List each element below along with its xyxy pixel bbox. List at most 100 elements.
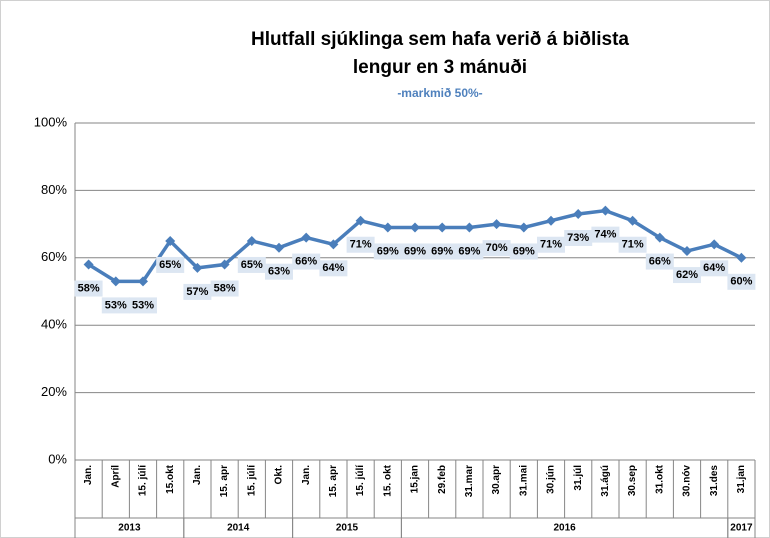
year-label: 2017 bbox=[730, 523, 753, 534]
x-tick-label: Jan. bbox=[301, 465, 312, 485]
value-label-bg bbox=[537, 236, 565, 253]
year-label: 2014 bbox=[227, 523, 250, 534]
value-label: 53% bbox=[132, 299, 154, 311]
data-point bbox=[219, 259, 230, 270]
data-point bbox=[573, 208, 584, 219]
value-label-bg bbox=[210, 280, 239, 297]
value-label-bg bbox=[673, 267, 701, 284]
data-point bbox=[491, 219, 502, 230]
value-label: 74% bbox=[594, 229, 616, 241]
data-point bbox=[682, 246, 692, 257]
x-tick-label: 30.sep bbox=[627, 465, 638, 496]
data-point bbox=[410, 222, 420, 233]
x-tick-label: 30.apr bbox=[491, 465, 502, 495]
y-tick-label: 80% bbox=[41, 182, 67, 197]
data-point bbox=[192, 262, 203, 273]
y-tick-label: 100% bbox=[34, 114, 68, 129]
value-label: 60% bbox=[730, 276, 752, 288]
data-point bbox=[165, 235, 176, 246]
data-point bbox=[328, 239, 339, 250]
data-point bbox=[437, 222, 448, 233]
data-point bbox=[301, 232, 312, 243]
y-tick-label: 40% bbox=[41, 317, 67, 332]
value-label: 71% bbox=[540, 239, 562, 251]
value-label-bg bbox=[373, 243, 402, 260]
x-tick-label: 15. júlí bbox=[138, 464, 149, 496]
chart-title: Hlutfall sjúklinga sem hafa verið á biðl… bbox=[251, 29, 629, 50]
value-label-bg bbox=[618, 236, 647, 253]
value-label: 70% bbox=[486, 242, 508, 254]
value-label-bg bbox=[292, 253, 321, 270]
x-tick-label: Okt. bbox=[274, 465, 285, 485]
value-label: 71% bbox=[350, 239, 372, 251]
value-label-bg bbox=[346, 236, 375, 253]
data-point bbox=[464, 222, 475, 233]
value-label: 57% bbox=[186, 286, 208, 298]
value-label: 62% bbox=[676, 269, 698, 281]
value-label: 71% bbox=[622, 239, 644, 251]
value-label: 65% bbox=[159, 259, 181, 271]
year-label: 2013 bbox=[118, 523, 141, 534]
value-label-bg bbox=[319, 260, 348, 277]
value-label: 73% bbox=[567, 232, 589, 244]
value-label: 66% bbox=[649, 255, 671, 267]
x-tick-label: Jan. bbox=[83, 465, 94, 485]
value-label: 58% bbox=[214, 282, 236, 294]
data-point bbox=[274, 242, 284, 253]
x-tick-label: 15. júlí bbox=[355, 464, 366, 496]
x-tick-label: 31.mar bbox=[464, 465, 475, 497]
data-point bbox=[382, 222, 393, 233]
x-tick-label: 31.ágú bbox=[600, 465, 611, 497]
x-tick-label: 29.feb bbox=[437, 465, 448, 494]
data-point bbox=[355, 215, 366, 226]
value-label: 69% bbox=[377, 245, 399, 257]
value-label-bg bbox=[591, 226, 620, 243]
value-label: 66% bbox=[295, 255, 317, 267]
data-point bbox=[110, 276, 121, 287]
value-label: 64% bbox=[703, 262, 725, 274]
x-tick-label: 15. apr bbox=[219, 465, 230, 497]
value-label-bg bbox=[237, 256, 266, 273]
value-label-bg bbox=[428, 243, 457, 260]
x-tick-label: 30.jún bbox=[546, 465, 557, 494]
data-point bbox=[654, 232, 665, 243]
data-point bbox=[736, 252, 747, 263]
value-label-bg bbox=[564, 229, 593, 246]
y-tick-label: 0% bbox=[48, 451, 67, 466]
data-point bbox=[83, 259, 94, 270]
value-label-bg bbox=[645, 253, 674, 270]
value-label: 64% bbox=[322, 262, 344, 274]
x-tick-label: 31.des bbox=[709, 465, 720, 497]
value-label: 69% bbox=[458, 245, 480, 257]
value-label-bg bbox=[727, 273, 756, 290]
value-label-bg bbox=[455, 243, 484, 260]
value-label-bg bbox=[700, 260, 729, 277]
chart-subtitle: -markmið 50%- bbox=[397, 86, 482, 100]
year-label: 2015 bbox=[336, 523, 359, 534]
x-tick-label: 15. okt bbox=[382, 464, 393, 496]
y-tick-label: 20% bbox=[41, 384, 67, 399]
value-label-bg bbox=[183, 283, 212, 300]
y-tick-label: 60% bbox=[41, 249, 67, 264]
value-label-bg bbox=[265, 263, 293, 280]
value-label: 53% bbox=[105, 299, 127, 311]
x-tick-label: 15.okt bbox=[165, 464, 176, 494]
value-label-bg bbox=[129, 297, 157, 314]
x-tick-label: 31.júl bbox=[573, 465, 584, 491]
year-label: 2016 bbox=[553, 523, 576, 534]
x-tick-label: Apríl bbox=[110, 465, 121, 488]
data-point bbox=[709, 239, 720, 250]
value-label-bg bbox=[74, 280, 103, 297]
value-label: 65% bbox=[241, 259, 263, 271]
value-label-bg bbox=[101, 297, 130, 314]
x-tick-label: 31.mai bbox=[518, 465, 529, 496]
x-tick-label: 31.jan bbox=[736, 465, 747, 493]
data-point bbox=[138, 276, 148, 287]
value-label: 58% bbox=[78, 282, 100, 294]
value-label-bg bbox=[156, 256, 185, 273]
value-label-bg bbox=[401, 243, 429, 260]
value-label: 69% bbox=[513, 245, 535, 257]
x-tick-label: 30.nóv bbox=[682, 465, 693, 497]
